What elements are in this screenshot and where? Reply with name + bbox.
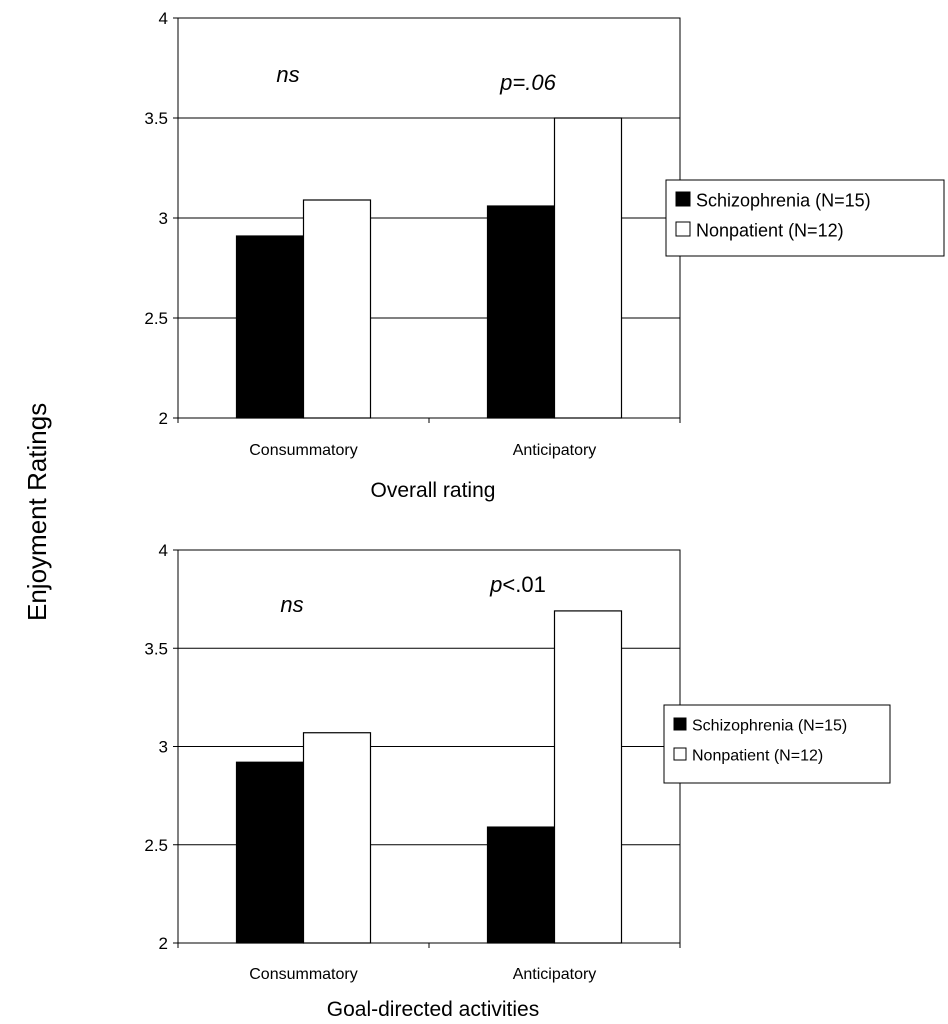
- significance-annotation: p<.01: [489, 572, 546, 597]
- bar-schizophrenia-anticipatory: [486, 826, 556, 944]
- y-tick-label: 3.5: [144, 109, 168, 128]
- bar-nonpatient-anticipatory: [553, 117, 623, 419]
- y-tick-label: 3: [159, 738, 168, 757]
- x-category-label: Anticipatory: [513, 442, 597, 459]
- legend-frame: [665, 179, 945, 257]
- bar-schizophrenia-consummatory: [235, 761, 305, 944]
- y-tick-label: 4: [159, 9, 168, 28]
- significance-annotation: ns: [280, 592, 303, 617]
- y-tick-label: 4: [159, 541, 168, 560]
- legend-swatch: [675, 191, 691, 207]
- bar-nonpatient-anticipatory: [553, 610, 623, 944]
- legend: Schizophrenia (N=15) Nonpatient (N=12): [663, 704, 891, 784]
- bar-schizophrenia-consummatory: [235, 235, 305, 419]
- x-category-label: Anticipatory: [513, 966, 597, 983]
- y-tick-label: 2: [159, 409, 168, 428]
- legend-swatch: [675, 221, 691, 237]
- bar-nonpatient-consummatory: [302, 199, 372, 419]
- y-tick-label: 2.5: [144, 836, 168, 855]
- y-tick-label: 2: [159, 934, 168, 953]
- chart-1: 2 2.5 3 3.5 4 Consummatory Anticipatory Overall…: [144, 9, 945, 502]
- legend: Schizophrenia (N=15) Nonpatient (N=12): [665, 179, 945, 257]
- legend-entry-label: Nonpatient (N=12): [692, 748, 823, 765]
- legend-entry-label: Nonpatient (N=12): [696, 220, 844, 240]
- x-axis-label: Overall rating: [371, 479, 496, 502]
- legend-entry-label: Schizophrenia (N=15): [696, 190, 871, 210]
- x-category-label: Consummatory: [249, 966, 357, 983]
- x-category-label: Consummatory: [249, 442, 357, 459]
- significance-annotation: ns: [276, 62, 299, 87]
- legend-swatch: [673, 717, 687, 731]
- bar-schizophrenia-anticipatory: [486, 205, 556, 419]
- legend-frame: [663, 704, 891, 784]
- x-axis-label: Goal-directed activities: [327, 998, 539, 1021]
- y-tick-label: 3.5: [144, 639, 168, 658]
- significance-annotation: p=.06: [499, 70, 556, 95]
- y-tick-label: 3: [159, 209, 168, 228]
- bar-nonpatient-consummatory: [302, 732, 372, 944]
- legend-entry-label: Schizophrenia (N=15): [692, 718, 847, 735]
- legend-swatch: [673, 747, 687, 761]
- y-tick-label: 2.5: [144, 309, 168, 328]
- chart-2: 2 2.5 3 3.5 4 Consummatory Anticipatory Goal-di…: [144, 541, 891, 1021]
